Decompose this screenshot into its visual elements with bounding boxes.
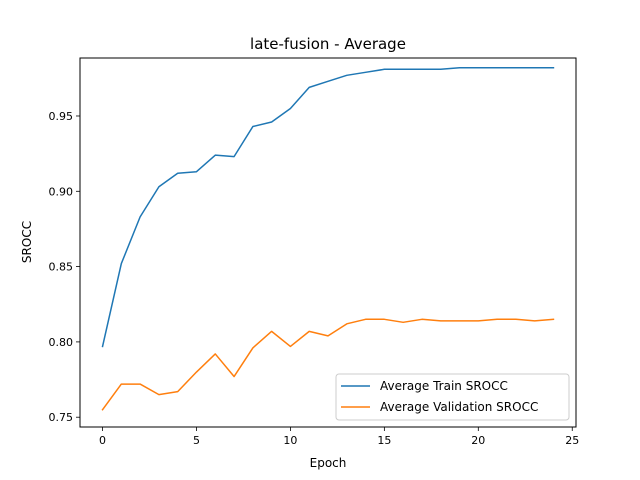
x-tick-label: 20 — [471, 434, 485, 447]
y-tick-label: 0.75 — [49, 411, 74, 424]
legend-label-0: Average Train SROCC — [380, 379, 508, 393]
y-tick-label: 0.95 — [49, 110, 74, 123]
x-tick-label: 0 — [99, 434, 106, 447]
x-tick-label: 15 — [377, 434, 391, 447]
series-line-1 — [101, 318, 555, 411]
y-tick-label: 0.85 — [49, 261, 74, 274]
plot-frame — [79, 57, 577, 428]
plot-area — [101, 67, 555, 411]
x-tick-label: 10 — [283, 434, 297, 447]
series-line-0 — [101, 67, 555, 348]
y-axis: 0.75 0.80 0.85 0.90 0.95 — [49, 110, 80, 424]
y-axis-label: SROCC — [20, 221, 34, 263]
x-axis-label: Epoch — [310, 456, 347, 470]
y-tick-label: 0.80 — [49, 336, 74, 349]
x-axis: 0 5 10 15 20 25 — [99, 427, 579, 447]
x-tick-label: 5 — [193, 434, 200, 447]
chart-title: late-fusion - Average — [250, 35, 406, 53]
x-tick-label: 25 — [565, 434, 579, 447]
legend: Average Train SROCC Average Validation SR… — [335, 373, 570, 421]
y-tick-label: 0.90 — [49, 185, 74, 198]
legend-box — [335, 373, 570, 421]
legend-label-1: Average Validation SROCC — [380, 400, 538, 414]
